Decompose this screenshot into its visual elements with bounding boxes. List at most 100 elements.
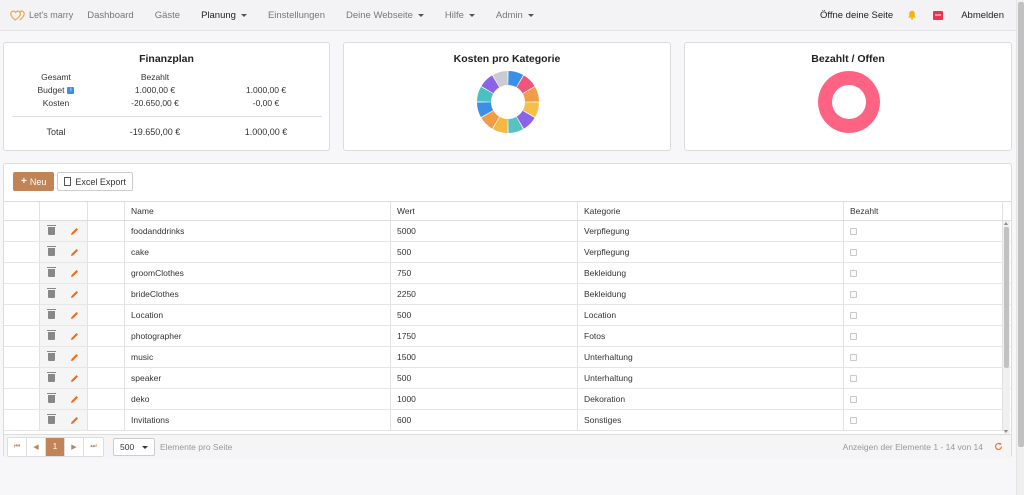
pencil-icon[interactable]: [70, 311, 79, 320]
table-row[interactable]: Location 500 Location: [4, 305, 1011, 326]
cell-kategorie: Bekleidung: [578, 263, 844, 283]
bell-icon[interactable]: [907, 10, 917, 20]
finanzplan-row-kosten: Kosten -20.650,00 € -0,00 €: [12, 96, 322, 109]
table-row[interactable]: Invitations 600 Sonstiges: [4, 410, 1011, 431]
table-row[interactable]: music 1500 Unterhaltung: [4, 347, 1011, 368]
pencil-icon[interactable]: [70, 269, 79, 278]
bezahlt-checkbox[interactable]: [850, 374, 857, 382]
nav-item-deine-webseite[interactable]: Deine Webseite: [346, 10, 424, 21]
pencil-icon[interactable]: [70, 374, 79, 383]
table-row[interactable]: deko 1000 Dekoration: [4, 389, 1011, 410]
kosten-slice[interactable]: [508, 71, 524, 88]
bezahlt-donut-chart[interactable]: [816, 69, 882, 135]
bezahlt-checkbox[interactable]: [850, 311, 857, 319]
excel-export-button[interactable]: Excel Export: [57, 172, 133, 191]
bezahlt-checkbox[interactable]: [850, 227, 857, 235]
bezahlt-chart-title: Bezahlt / Offen: [811, 53, 885, 65]
kosten-slice[interactable]: [516, 75, 535, 94]
nav-item-label: Admin: [495, 9, 523, 21]
table-row[interactable]: brideClothes 2250 Bekleidung: [4, 284, 1011, 305]
pencil-icon[interactable]: [70, 227, 79, 236]
trash-icon[interactable]: [46, 309, 56, 319]
grid-scrollbar-thumb[interactable]: [1004, 227, 1009, 368]
bezahlt-checkbox[interactable]: [850, 332, 857, 340]
new-button[interactable]: + Neu: [13, 172, 55, 191]
trash-icon[interactable]: [46, 414, 56, 424]
first-page-button[interactable]: ⏮: [8, 437, 27, 456]
next-page-button[interactable]: ▶: [65, 437, 84, 456]
info-icon[interactable]: i: [67, 86, 75, 94]
bezahlt-slice[interactable]: [817, 71, 880, 133]
nav-item-label: Planung: [201, 9, 236, 21]
page-size-select[interactable]: 500: [113, 437, 155, 456]
scroll-down-icon[interactable]: [1004, 430, 1008, 433]
trash-icon[interactable]: [46, 225, 56, 235]
kosten-slice[interactable]: [508, 116, 524, 133]
nav-item-dashboard[interactable]: Dashboard: [87, 10, 133, 21]
grid-scrollbar[interactable]: [1003, 221, 1010, 434]
nav-item-gäste[interactable]: Gäste: [155, 10, 180, 21]
brand-link[interactable]: Let's marry: [10, 9, 73, 22]
page-scrollbar-thumb[interactable]: [1018, 2, 1024, 447]
bezahlt-checkbox[interactable]: [850, 395, 857, 403]
table-row[interactable]: cake 500 Verpflegung: [4, 242, 1011, 263]
trash-icon[interactable]: [46, 288, 56, 298]
cell-bezahlt: [844, 263, 1003, 283]
pencil-icon[interactable]: [70, 332, 79, 341]
bezahlt-checkbox[interactable]: [850, 290, 857, 298]
trash-icon[interactable]: [46, 330, 56, 340]
table-row[interactable]: groomClothes 750 Bekleidung: [4, 263, 1011, 284]
table-row[interactable]: photographer 1750 Fotos: [4, 326, 1011, 347]
nav-item-einstellungen[interactable]: Einstellungen: [268, 10, 325, 21]
trash-icon[interactable]: [46, 351, 56, 361]
nav-item-hilfe[interactable]: Hilfe: [445, 10, 475, 21]
pencil-icon[interactable]: [70, 248, 79, 257]
last-page-button[interactable]: ⏭: [90, 442, 97, 450]
column-header-wert[interactable]: Wert: [391, 202, 578, 220]
caret-down-icon: [417, 14, 424, 17]
kosten-slice[interactable]: [492, 116, 508, 133]
pencil-icon[interactable]: [70, 353, 79, 362]
logout-link[interactable]: Abmelden: [961, 9, 1004, 21]
scroll-up-icon[interactable]: [1004, 222, 1008, 225]
refresh-icon[interactable]: [994, 442, 1003, 451]
nav-item-admin[interactable]: Admin: [496, 10, 534, 21]
pencil-icon[interactable]: [70, 395, 79, 404]
total-bezahlt-value: 1.000,00 €: [244, 126, 288, 137]
kosten-slice[interactable]: [492, 71, 508, 88]
column-header-name[interactable]: Name: [125, 202, 391, 220]
pencil-icon[interactable]: [70, 290, 79, 299]
trash-icon[interactable]: [46, 267, 56, 277]
cell-kategorie: Unterhaltung: [578, 368, 844, 388]
kosten-slice[interactable]: [477, 102, 494, 118]
open-site-link[interactable]: Öffne deine Seite: [819, 9, 894, 21]
kosten-slice[interactable]: [516, 110, 535, 129]
prev-page-button[interactable]: ◀: [27, 437, 46, 456]
column-header-kategorie[interactable]: Kategorie: [578, 202, 844, 220]
pencil-icon[interactable]: [70, 416, 79, 425]
nav-item-planung[interactable]: Planung: [201, 10, 247, 21]
header-spacer: [4, 202, 40, 220]
kosten-slice[interactable]: [481, 110, 500, 129]
bezahlt-checkbox[interactable]: [850, 353, 857, 361]
table-row[interactable]: foodanddrinks 5000 Verpflegung: [4, 221, 1011, 242]
current-page-button[interactable]: 1: [46, 437, 65, 456]
row-actions: [40, 263, 88, 283]
bezahlt-checkbox[interactable]: [850, 416, 857, 424]
column-header-bezahlt[interactable]: Bezahlt: [844, 202, 1003, 220]
kosten-donut-chart[interactable]: [475, 69, 541, 135]
kosten-slice[interactable]: [522, 102, 539, 118]
bezahlt-checkbox[interactable]: [850, 248, 857, 256]
trash-icon[interactable]: [46, 246, 56, 256]
trash-icon[interactable]: [46, 393, 56, 403]
kosten-slice[interactable]: [477, 86, 494, 102]
kosten-slice[interactable]: [481, 75, 500, 94]
language-flag-icon[interactable]: [933, 10, 944, 20]
kosten-slice[interactable]: [522, 86, 539, 102]
page-scrollbar[interactable]: [1016, 0, 1024, 495]
total-label: Total: [46, 126, 66, 137]
table-row[interactable]: speaker 500 Unterhaltung: [4, 368, 1011, 389]
trash-icon[interactable]: [46, 372, 56, 382]
bezahlt-checkbox[interactable]: [850, 269, 857, 277]
cell-name: brideClothes: [125, 284, 391, 304]
